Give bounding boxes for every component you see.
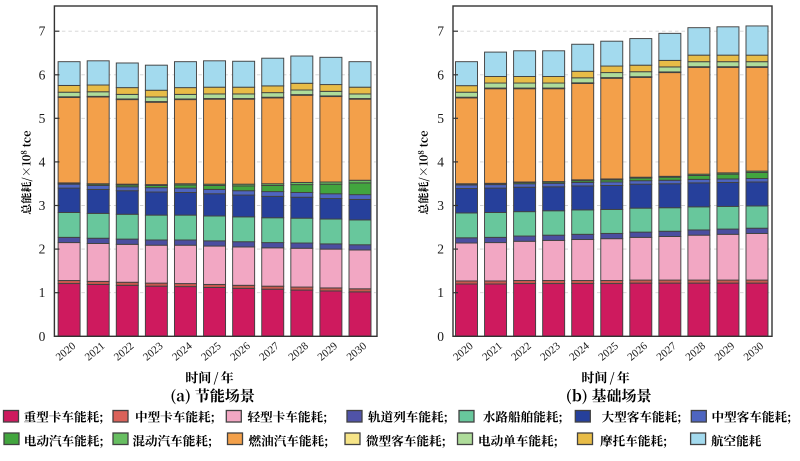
svg-text:5: 5 <box>437 111 444 126</box>
svg-text:7: 7 <box>437 24 444 39</box>
svg-text:0: 0 <box>39 329 46 344</box>
svg-text:3: 3 <box>437 198 444 213</box>
svg-text:7: 7 <box>39 24 46 39</box>
svg-text:6: 6 <box>39 67 46 82</box>
svg-text:2: 2 <box>437 242 444 257</box>
svg-text:2: 2 <box>39 242 46 257</box>
svg-text:3: 3 <box>39 198 46 213</box>
svg-text:4: 4 <box>39 154 46 169</box>
svg-text:6: 6 <box>437 67 444 82</box>
svg-text:4: 4 <box>437 154 444 169</box>
svg-text:0: 0 <box>437 329 444 344</box>
svg-text:1: 1 <box>437 285 444 300</box>
svg-text:1: 1 <box>39 285 46 300</box>
svg-text:5: 5 <box>39 111 46 126</box>
